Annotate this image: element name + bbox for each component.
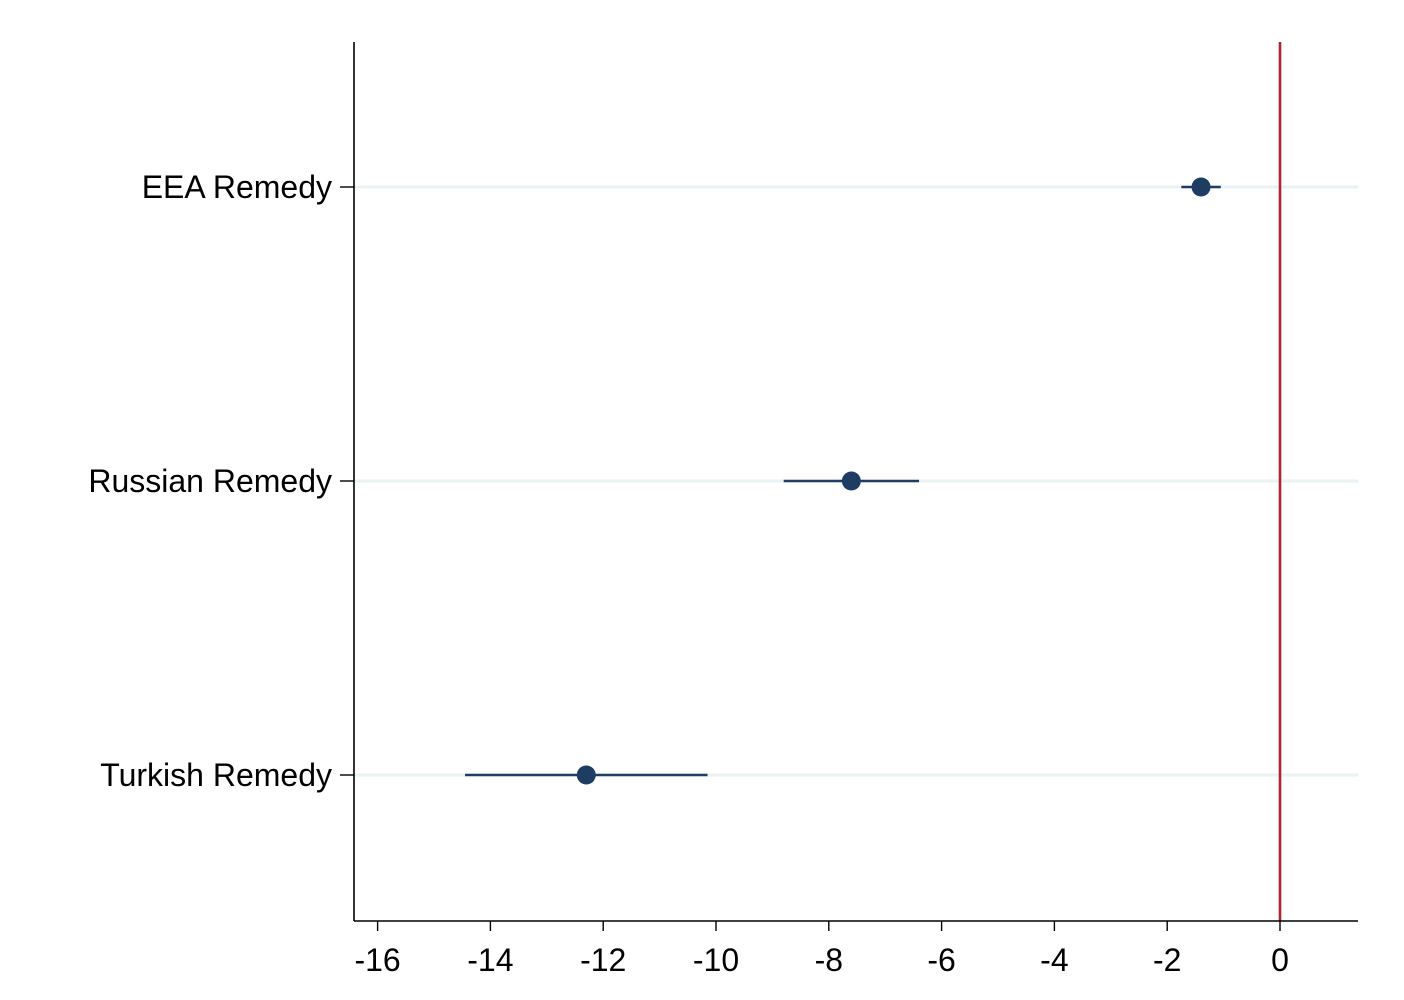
category-label: Turkish Remedy xyxy=(100,757,332,793)
x-tick-label: -4 xyxy=(1040,942,1068,978)
point-estimate xyxy=(841,471,861,491)
category-label: EEA Remedy xyxy=(142,169,332,205)
x-tick-label: -16 xyxy=(354,942,400,978)
y-axis-categories: EEA Remedy Russian Remedy Turkish Remedy xyxy=(88,169,354,793)
x-tick-label: -2 xyxy=(1153,942,1181,978)
x-tick-label: -10 xyxy=(693,942,739,978)
category-label: Russian Remedy xyxy=(88,463,332,499)
x-axis-ticks: -16 -14 -12 -10 -8 -6 -4 -2 0 xyxy=(354,921,1289,978)
x-tick-label: -8 xyxy=(815,942,843,978)
x-tick-label: -6 xyxy=(927,942,955,978)
x-tick-label: -14 xyxy=(467,942,513,978)
x-tick-label: -12 xyxy=(580,942,626,978)
point-estimate xyxy=(576,765,596,785)
estimates xyxy=(465,177,1221,785)
x-tick-label: 0 xyxy=(1271,942,1289,978)
point-estimate xyxy=(1191,177,1211,197)
